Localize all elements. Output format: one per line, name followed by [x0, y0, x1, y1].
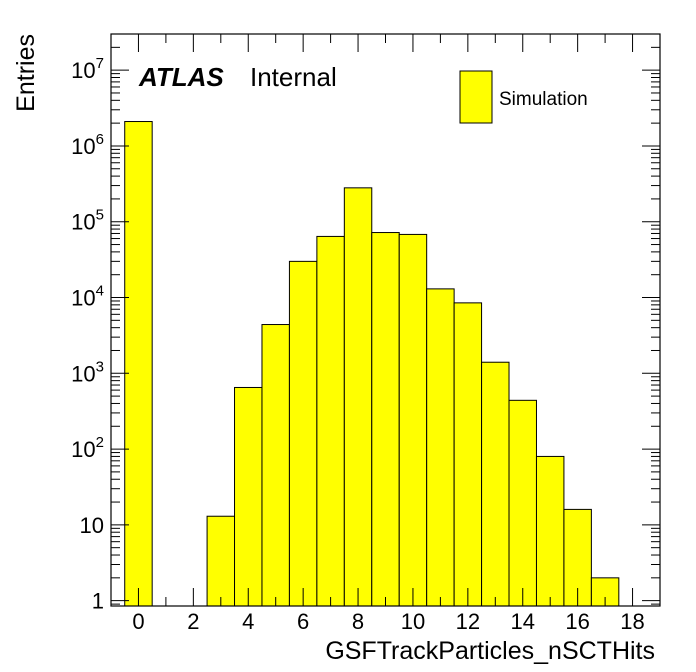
histogram-bar	[426, 288, 455, 607]
histogram-bar	[288, 260, 318, 607]
histogram-bar	[261, 324, 290, 607]
histogram-bar	[453, 302, 483, 607]
y-tick-label: 102	[71, 434, 104, 462]
y-tick-label: 103	[71, 358, 104, 386]
histogram-bar	[398, 233, 428, 607]
histogram-bar	[234, 386, 263, 607]
histogram-bar	[316, 235, 345, 607]
y-tick-label: 107	[71, 55, 104, 83]
histogram-bar	[206, 515, 236, 607]
y-tick-label: 10	[80, 513, 104, 538]
histogram-bar	[535, 455, 565, 607]
y-tick-label: 1	[92, 589, 104, 614]
x-tick-label: 16	[565, 609, 589, 634]
histogram-bar	[508, 399, 537, 607]
x-tick-label: 4	[242, 609, 254, 634]
histogram-bar	[371, 232, 400, 607]
histogram-bar	[124, 121, 153, 607]
x-tick-label: 14	[511, 609, 535, 634]
x-tick-label: 18	[620, 609, 644, 634]
histogram-bar	[343, 187, 373, 607]
y-tick-label: 104	[71, 283, 104, 311]
y-tick-label: 105	[71, 207, 104, 235]
histogram-bar	[481, 361, 510, 607]
x-tick-label: 8	[352, 609, 364, 634]
atlas-label: ATLAS	[138, 62, 224, 92]
x-axis-title: GSFTrackParticles_nSCTHits	[325, 637, 655, 665]
x-tick-label: 6	[297, 609, 309, 634]
labels-layer: 0 2 4 6 8 10 12 14 16 18 1 10 102 103 104 105 106 107	[71, 55, 645, 634]
bars-layer	[124, 121, 620, 607]
internal-label: Internal	[250, 62, 337, 92]
y-tick-label: 106	[71, 131, 104, 159]
y-axis-title: Entries	[12, 34, 40, 112]
x-tick-label: 10	[401, 609, 425, 634]
legend-label: Simulation	[499, 89, 588, 110]
ticks-layer	[110, 33, 661, 606]
x-tick-label: 12	[456, 609, 480, 634]
x-tick-label: 0	[132, 609, 144, 634]
x-tick-label: 2	[187, 609, 199, 634]
legend-swatch	[459, 70, 493, 124]
